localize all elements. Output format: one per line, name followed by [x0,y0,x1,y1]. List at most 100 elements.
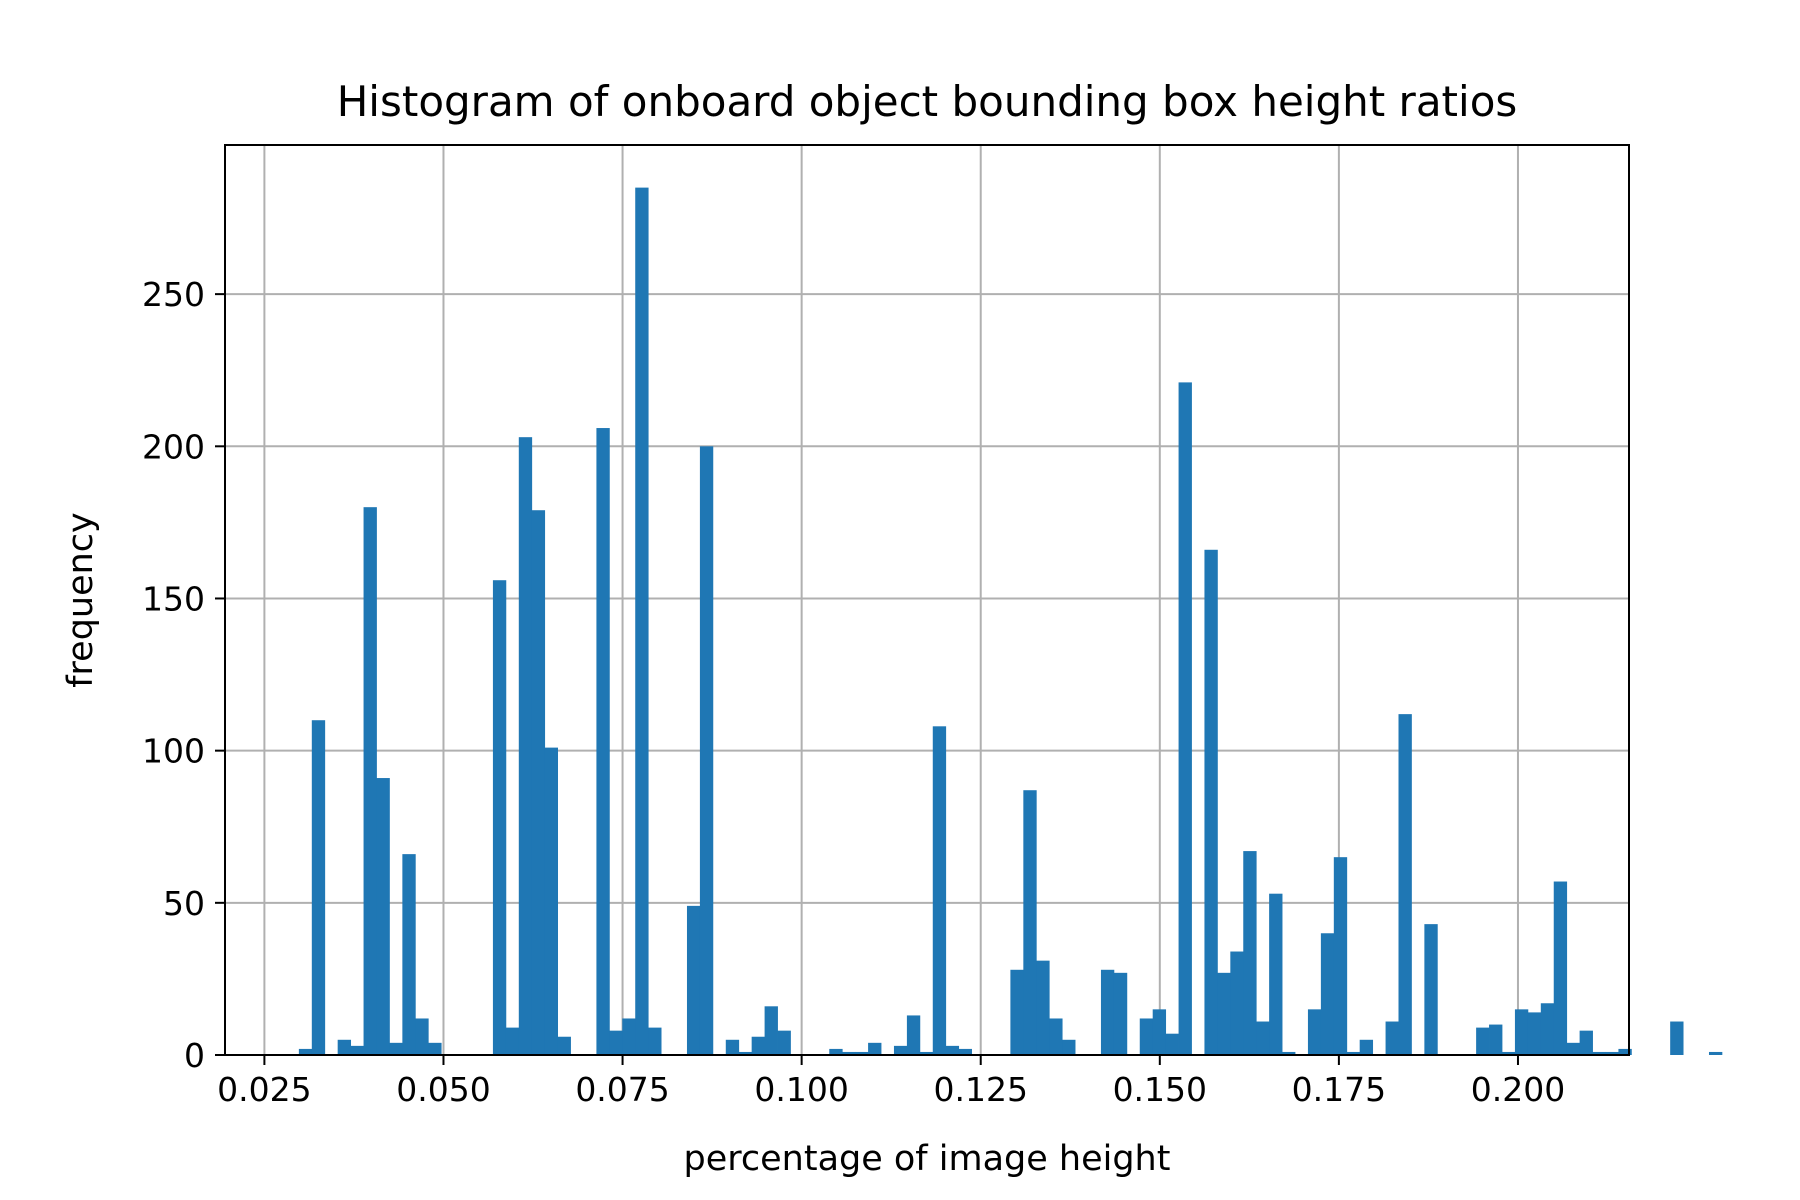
histogram-bar [958,1048,972,1055]
histogram-bar [725,1039,740,1055]
histogram-bar [1708,1051,1723,1055]
histogram-bar [1527,1012,1542,1055]
x-tick-label: 0.200 [1471,1070,1565,1109]
histogram-bar [428,1042,442,1055]
histogram-bar [842,1051,856,1055]
histogram-bar [1359,1039,1374,1055]
histogram-bar [622,1018,636,1055]
y-tick-label: 50 [163,884,205,923]
histogram-bar [1489,1024,1503,1055]
histogram-bar [751,1036,765,1055]
y-tick-label: 100 [142,732,205,771]
histogram-bar [544,747,559,1055]
histogram-bar [531,510,546,1055]
x-tick-label: 0.075 [575,1070,669,1109]
histogram-bar [1204,549,1218,1055]
histogram-bar [1023,790,1037,1055]
x-axis-label: percentage of image height [684,1139,1171,1179]
histogram-bar [1476,1027,1490,1055]
histogram-bar [919,1051,934,1055]
histogram-bar [906,1015,921,1055]
histogram-bar [777,1030,791,1055]
x-tick-label: 0.125 [933,1070,1027,1109]
histogram-bar [1540,1003,1555,1055]
histogram-bar [1307,1009,1322,1055]
histogram-bar [1113,972,1128,1055]
histogram-bar [1269,893,1283,1055]
histogram-bar [1605,1051,1619,1055]
histogram-bar [298,1048,313,1055]
histogram-bar [1670,1021,1684,1055]
histogram-bar [829,1048,843,1055]
histogram-bar [518,437,533,1055]
histogram-bar [1049,1018,1063,1055]
histogram-bar [648,1027,662,1055]
histogram-bar [1256,1021,1270,1055]
histogram-bar [376,778,390,1055]
histogram-bar [1346,1051,1361,1055]
histogram-bar [1618,1048,1632,1055]
bars [298,187,1723,1056]
histogram-bar [945,1045,960,1055]
histogram-bar [1385,1021,1399,1055]
histogram-bar [855,1051,869,1055]
histogram-bar [1010,969,1024,1055]
histogram-bar [1152,1009,1167,1055]
histogram-bar [1282,1051,1296,1055]
histogram-bar [893,1045,908,1055]
histogram-bar [1424,924,1438,1055]
ticks: 0.025 0.050 0.075 0.100 0.125 0.150 0.175 0.200… [142,275,1565,1109]
histogram-bar [557,1036,571,1055]
plot-frame [224,144,1630,1056]
histogram-bar [1553,881,1568,1055]
histogram-bar [1579,1030,1593,1055]
y-tick-label: 200 [142,427,205,466]
x-tick-label: 0.025 [217,1070,311,1109]
x-tick-label: 0.050 [396,1070,490,1109]
y-tick-label: 0 [184,1036,205,1075]
x-tick-label: 0.100 [754,1070,848,1109]
y-tick-label: 250 [142,275,205,314]
histogram-bar [1230,951,1244,1055]
histogram-bar [505,1027,520,1055]
histogram-bar [699,446,714,1056]
x-tick-label: 0.150 [1113,1070,1207,1109]
x-tick-label: 0.175 [1292,1070,1386,1109]
histogram-bar [1139,1018,1154,1055]
histogram-bar [1398,714,1412,1055]
histogram-bar [1320,933,1335,1055]
histogram-bar [738,1051,753,1055]
histogram-bar [868,1042,882,1055]
histogram-bar [686,905,701,1055]
histogram-bar [1100,969,1115,1055]
histogram-bar [932,726,947,1055]
histogram-bar [1036,960,1050,1055]
histogram-bar [363,507,377,1055]
histogram-bar [1165,1033,1179,1055]
histogram-bar [1566,1042,1581,1055]
histogram-bar [1592,1051,1606,1055]
histogram-bar [764,1006,778,1055]
histogram-bar [635,187,649,1055]
histogram-bar [1501,1051,1516,1055]
histogram-bar [1243,851,1257,1055]
histogram-bar [350,1045,364,1055]
histogram-bar [596,428,610,1056]
y-axis-label: frequency [61,512,101,688]
histogram-bar [1333,857,1348,1055]
grid [225,145,1629,1056]
histogram-bar [492,580,507,1055]
chart-title: Histogram of onboard object bounding box… [337,77,1518,126]
histogram-bar [1062,1039,1076,1055]
histogram-bar [1217,972,1231,1055]
y-tick-label: 150 [142,579,205,618]
histogram-bar [1514,1009,1529,1055]
histogram-bar [609,1030,623,1055]
histogram-bar [1178,382,1192,1055]
histogram-bar [402,854,416,1055]
histogram-bar [415,1018,429,1055]
histogram-bar [311,720,326,1055]
histogram-bar [389,1042,403,1055]
